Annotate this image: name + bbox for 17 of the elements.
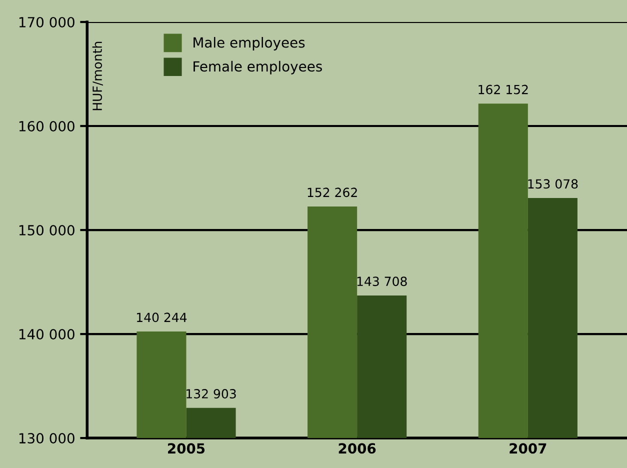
data-label: 143 708 — [357, 276, 407, 286]
y-tick-label: 160 000 — [19, 120, 74, 132]
y-tick-label: 130 000 — [19, 433, 74, 444]
y-axis-title: HUF/month — [92, 42, 103, 110]
y-tick-label: 170 000 — [19, 16, 74, 28]
data-label: 162 152 — [478, 84, 528, 94]
x-tick-label: 2006 — [338, 443, 376, 454]
data-label: 140 244 — [136, 312, 187, 322]
data-label: 132 903 — [186, 389, 236, 398]
y-tick-label: 140 000 — [19, 329, 74, 340]
legend-label: Male employees — [194, 37, 305, 50]
data-label: 153 078 — [528, 179, 578, 189]
data-label: 152 262 — [308, 188, 357, 198]
legend-label: Female employees — [194, 60, 322, 74]
y-tick-label: 150 000 — [19, 224, 74, 236]
x-tick-label: 2005 — [168, 443, 205, 454]
x-tick-label: 2007 — [510, 443, 546, 454]
